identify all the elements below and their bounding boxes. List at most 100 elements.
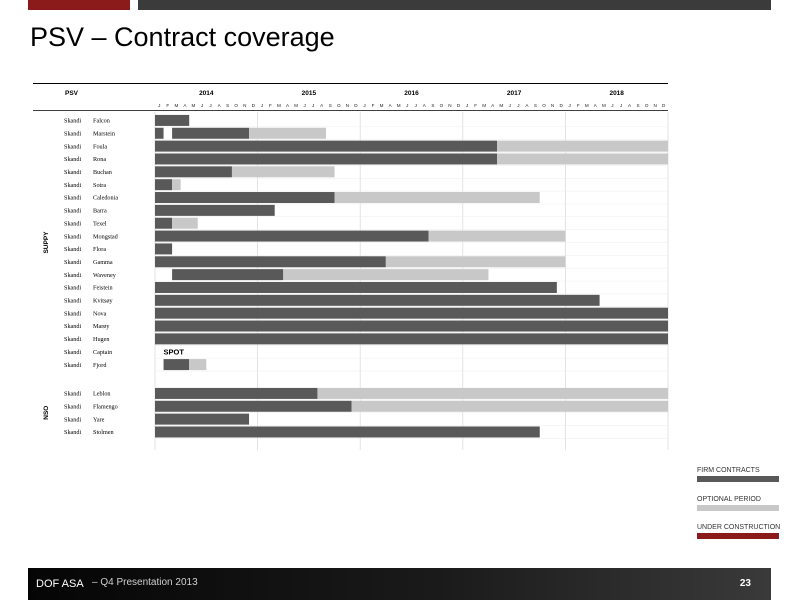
vessel-name: Marstein [93,130,115,137]
month-label: J [611,103,613,108]
page-title: PSV – Contract coverage [30,22,335,52]
legend-label-firm: FIRM CONTRACTS [697,467,760,474]
month-label: M [277,103,281,108]
month-label: F [577,103,580,108]
optional-period-bar [497,153,668,165]
vessel-prefix: Skandi [64,208,81,215]
month-label: D [662,103,666,108]
vessel-prefix: Skandi [64,220,81,227]
month-label: F [474,103,477,108]
month-label: F [372,103,375,108]
month-label: O [337,103,341,108]
vessel-prefix: Skandi [64,233,81,240]
vessel-name: Barra [93,208,107,215]
month-label: O [440,103,444,108]
month-label: F [269,103,272,108]
firm-contract-bar [155,179,173,191]
month-label: D [457,103,461,108]
vessel-prefix: Skandi [64,156,81,163]
optional-period-bar [385,256,566,268]
month-label: A [594,103,598,108]
month-label: S [534,103,537,108]
firm-contract-bar [155,140,497,152]
month-label: J [466,103,468,108]
vessel-name: Gamma [93,259,113,266]
vessel-name: Marøy [93,323,110,330]
firm-contract-bar [155,413,250,425]
vessel-name: Buchan [93,169,112,176]
optional-period-bar [172,179,181,191]
month-label: A [320,103,324,108]
vessel-name: Waveney [93,272,117,279]
month-label: D [252,103,256,108]
vessel-name: Falcon [93,118,110,125]
year-label-2018: 2018 [609,90,624,97]
firm-contract-bar [155,400,352,412]
vessel-prefix: Skandi [64,429,81,436]
month-label: J [517,103,519,108]
month-label: S [431,103,434,108]
vessel-name: Nova [93,310,107,317]
vessel-name: Stolmen [93,429,114,436]
optional-period-bar [428,230,566,242]
footer-presentation: – Q4 Presentation 2013 [92,577,198,588]
month-label: M [602,103,606,108]
vessel-prefix: Skandi [64,336,81,343]
firm-contract-bar [155,426,540,438]
month-label: M [192,103,196,108]
optional-period-bar [172,217,198,229]
vessel-name: Sotra [93,182,106,189]
month-label: S [226,103,229,108]
legend-swatch-firm [697,476,779,482]
month-label: D [559,103,563,108]
month-label: J [201,103,203,108]
firm-contract-bar [155,333,668,345]
month-label: M [585,103,589,108]
month-label: A [286,103,290,108]
month-label: O [234,103,238,108]
firm-contract-bar [155,243,173,255]
vessel-name: Caledonia [93,195,118,202]
vessel-name: Texel [93,220,107,227]
firm-contract-bar [155,281,557,293]
optional-period-bar [231,166,335,178]
month-label: J [363,103,365,108]
month-label: N [551,103,554,108]
top-accent-bar [28,0,130,10]
vessel-prefix: Skandi [64,391,81,398]
firm-contract-bar [155,192,335,204]
legend-label-optional: OPTIONAL PERIOD [697,496,761,503]
month-label: A [525,103,529,108]
vessel-prefix: Skandi [64,182,81,189]
vessel-name: Kvitsøy [93,298,114,305]
optional-period-bar [317,387,668,399]
month-label: N [448,103,451,108]
month-label: F [166,103,169,108]
vessel-name: Flora [93,246,106,253]
month-label: M [482,103,486,108]
month-label: N [346,103,349,108]
vessel-name: Feistein [93,285,113,292]
top-dark-bar [138,0,771,10]
footer-company: DOF ASA [36,578,84,590]
firm-contract-bar [155,230,429,242]
month-label: J [209,103,211,108]
vessel-prefix: Skandi [64,403,81,410]
optional-period-bar [283,269,489,281]
month-label: J [415,103,417,108]
month-label: M [294,103,298,108]
firm-contract-bar [172,127,250,139]
firm-contract-bar [155,256,386,268]
month-label: A [218,103,222,108]
month-label: A [183,103,187,108]
year-label-2014: 2014 [199,90,214,97]
vessel-prefix: Skandi [64,416,81,423]
month-label: S [637,103,640,108]
firm-contract-bar [155,204,275,216]
vessel-name: Leblon [93,391,111,398]
header-category-label: PSV [65,90,79,97]
month-label: A [423,103,427,108]
vessel-prefix: Skandi [64,169,81,176]
